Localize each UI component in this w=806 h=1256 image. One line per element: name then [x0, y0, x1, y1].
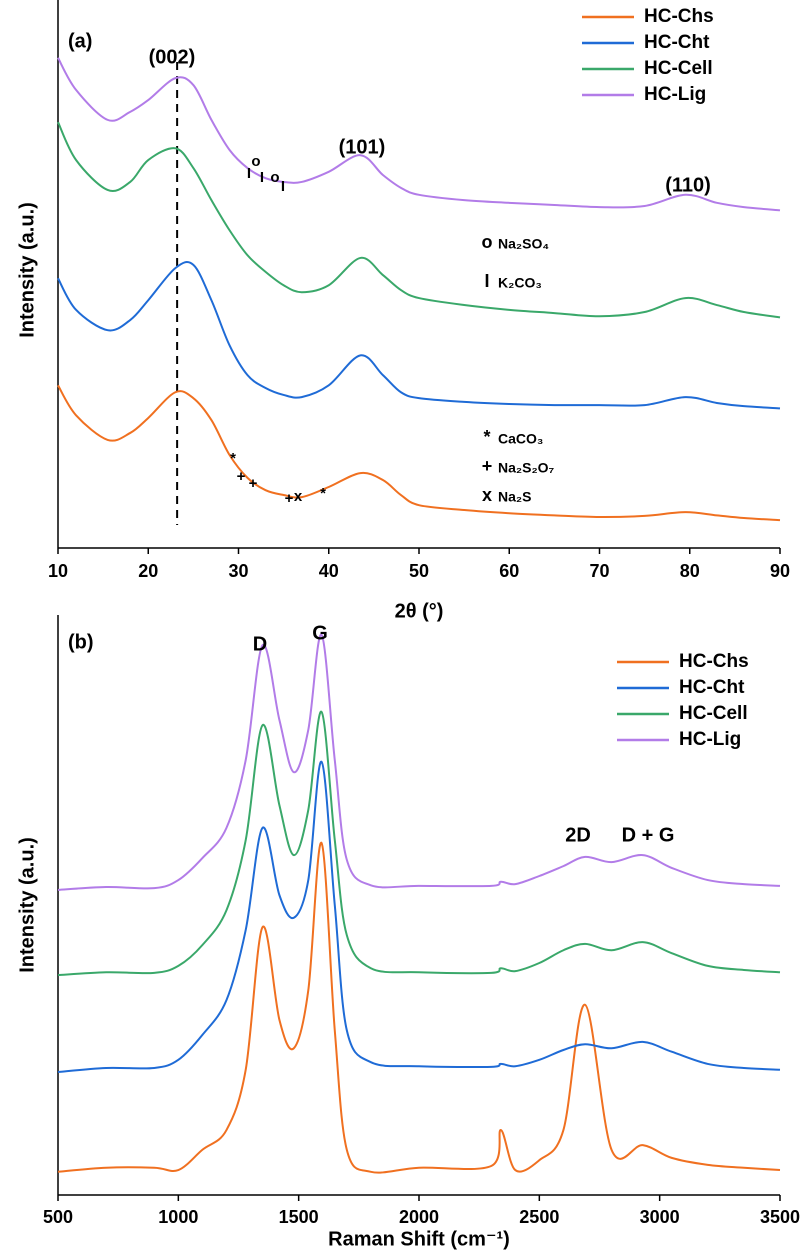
data-line: [57, 121, 781, 319]
x-tick-label: 3000: [640, 1207, 680, 1227]
x-tick-label: 20: [138, 561, 158, 581]
phase-marker: *: [320, 485, 326, 502]
y-axis-title: Intensity (a.u.): [16, 837, 38, 973]
x-axis-title: 2θ (°): [395, 600, 444, 622]
x-tick-label: 3500: [760, 1207, 800, 1227]
x-tick-label: 500: [43, 1207, 73, 1227]
x-tick-label: 2500: [519, 1207, 559, 1227]
legend-label: HC-Lig: [644, 84, 706, 105]
data-line: [57, 384, 781, 522]
x-tick-label: 60: [499, 561, 519, 581]
phase-marker: I: [247, 165, 251, 182]
x-tick-label: 80: [680, 561, 700, 581]
phase-marker: x: [294, 488, 303, 505]
data-line: [57, 57, 781, 212]
phase-label: Na₂SO₄: [498, 236, 549, 252]
legend-label: HC-Cell: [679, 703, 748, 724]
x-tick-label: 2000: [399, 1207, 439, 1227]
peak-label: D + G: [622, 824, 675, 846]
phase-symbol: *: [483, 427, 490, 447]
x-tick-label: 1000: [158, 1207, 198, 1227]
x-axis-title: Raman Shift (cm⁻¹): [328, 1228, 510, 1250]
legend-label: HC-Chs: [644, 6, 714, 27]
phase-label: Na₂S₂O₇: [498, 460, 554, 476]
panel-label: (b): [68, 631, 94, 653]
peak-label: 2D: [565, 824, 591, 846]
x-tick-label: 90: [770, 561, 790, 581]
data-line: [57, 261, 781, 410]
phase-marker: o: [251, 153, 260, 170]
x-tick-label: 70: [589, 561, 609, 581]
legend-label: HC-Lig: [679, 729, 741, 750]
data-line: [57, 633, 781, 891]
panel-label: (a): [68, 30, 92, 52]
x-tick-label: 30: [228, 561, 248, 581]
peak-label: (002): [149, 46, 196, 68]
data-line: [57, 710, 781, 977]
phase-symbol: o: [482, 232, 493, 252]
x-tick-label: 1500: [279, 1207, 319, 1227]
peak-label: (110): [665, 174, 711, 196]
peak-label: (101): [339, 136, 386, 158]
peak-label: D: [253, 633, 267, 655]
phase-marker: +: [237, 468, 246, 485]
phase-marker: *: [230, 450, 236, 467]
phase-marker: +: [249, 475, 258, 492]
phase-label: Na₂S: [498, 489, 531, 505]
phase-marker: I: [260, 169, 264, 186]
phase-label: CaCO₃: [498, 431, 543, 447]
phase-symbol: +: [482, 456, 493, 476]
legend-label: HC-Chs: [679, 651, 749, 672]
phase-symbol: I: [484, 271, 489, 291]
phase-marker: +: [285, 490, 294, 507]
x-tick-label: 10: [48, 561, 68, 581]
phase-symbol: x: [482, 485, 492, 505]
phase-marker: I: [281, 178, 285, 195]
phase-marker: o: [270, 169, 279, 186]
data-line: [57, 760, 781, 1074]
phase-label: K₂CO₃: [498, 275, 542, 291]
peak-label: G: [312, 622, 328, 644]
x-tick-label: 50: [409, 561, 429, 581]
data-line: [57, 841, 781, 1174]
legend-label: HC-Cht: [644, 32, 710, 53]
x-tick-label: 40: [319, 561, 339, 581]
legend-label: HC-Cell: [644, 58, 713, 79]
y-axis-title: Intensity (a.u.): [16, 202, 38, 338]
legend-label: HC-Cht: [679, 677, 745, 698]
